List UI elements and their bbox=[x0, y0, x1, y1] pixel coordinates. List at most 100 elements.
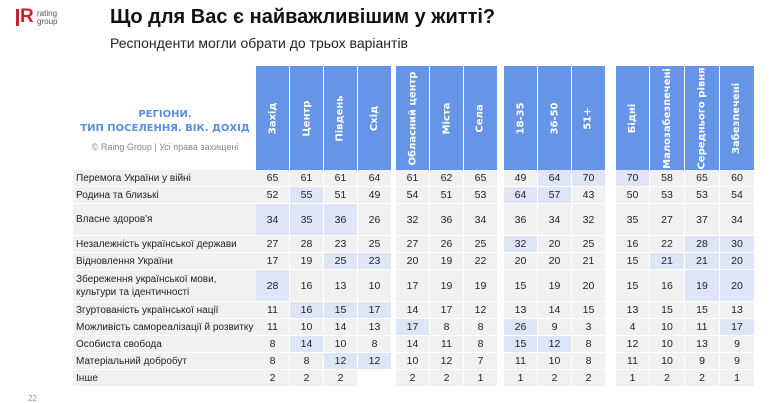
column-header-cities: Міста bbox=[430, 66, 464, 170]
column-header-east: Схід bbox=[358, 66, 392, 170]
column-header-label: Обласний центр bbox=[407, 71, 419, 165]
column-header-label: Середнього рівня bbox=[696, 66, 708, 170]
table-cell-age-36-50: 2 bbox=[538, 370, 572, 387]
column-header-center: Центр bbox=[290, 66, 324, 170]
table-cell-east: 25 bbox=[358, 236, 392, 253]
table-cell-well-off: 30 bbox=[720, 236, 755, 253]
table-cell-age-18-35: 13 bbox=[504, 302, 538, 319]
page-number: 22 bbox=[28, 394, 37, 403]
table-cell-poor: 1 bbox=[616, 370, 650, 387]
table-cell-cities: 26 bbox=[430, 236, 464, 253]
table-cell-middle-income: 13 bbox=[685, 336, 720, 353]
table-cell-well-off: 60 bbox=[720, 170, 755, 187]
table-cell-west: 8 bbox=[256, 336, 290, 353]
table-cell-east: 13 bbox=[358, 319, 392, 336]
table-cell-age-36-50: 57 bbox=[538, 187, 572, 204]
table-cell-low-income: 10 bbox=[650, 319, 685, 336]
table-cell-center: 28 bbox=[290, 236, 324, 253]
table-cell-age-18-35: 32 bbox=[504, 236, 538, 253]
table-cell-age-18-35: 15 bbox=[504, 270, 538, 302]
column-header-label: Бідні bbox=[627, 103, 638, 133]
table-cell-villages: 19 bbox=[464, 270, 498, 302]
row-label: Особиста свобода bbox=[73, 336, 256, 353]
table-cell-south: 13 bbox=[324, 270, 358, 302]
table-cell-age-18-35: 11 bbox=[504, 353, 538, 370]
table-cell-oblast-center: 17 bbox=[396, 270, 430, 302]
column-header-well-off: Забезпечені bbox=[720, 66, 755, 170]
column-header-label: Південь bbox=[335, 94, 346, 142]
copyright-note: © Raing Group | Усі права захищені bbox=[91, 142, 239, 152]
table-cell-low-income: 2 bbox=[650, 370, 685, 387]
table-cell-east: 49 bbox=[358, 187, 392, 204]
row-label: Власне здоров'я bbox=[73, 204, 256, 236]
table-cell-age-51-plus: 3 bbox=[572, 319, 606, 336]
table-cell-villages: 25 bbox=[464, 236, 498, 253]
column-header-label: Центр bbox=[301, 100, 312, 136]
row-label: Перемога України у війні bbox=[73, 170, 256, 187]
table-cell-poor: 4 bbox=[616, 319, 650, 336]
table-cell-age-51-plus: 21 bbox=[572, 253, 606, 270]
table-cell-villages: 1 bbox=[464, 370, 498, 387]
table-cell-villages: 34 bbox=[464, 204, 498, 236]
table-cell-cities: 8 bbox=[430, 319, 464, 336]
column-header-label: Забезпечені bbox=[731, 82, 743, 154]
table-cell-west: 8 bbox=[256, 353, 290, 370]
table-cell-low-income: 58 bbox=[650, 170, 685, 187]
table-cell-east: 12 bbox=[358, 353, 392, 370]
column-header-south: Південь bbox=[324, 66, 358, 170]
table-cell-poor: 13 bbox=[616, 302, 650, 319]
table-cell-age-51-plus: 2 bbox=[572, 370, 606, 387]
table-cell-low-income: 10 bbox=[650, 336, 685, 353]
table-cell-villages: 53 bbox=[464, 187, 498, 204]
table-cell-poor: 15 bbox=[616, 270, 650, 302]
row-label: Інше bbox=[73, 370, 256, 387]
table-cell-cities: 19 bbox=[430, 253, 464, 270]
table-cell-south: 25 bbox=[324, 253, 358, 270]
column-header-age-36-50: 36-50 bbox=[538, 66, 572, 170]
table-cell-age-36-50: 20 bbox=[538, 236, 572, 253]
table-cell-south: 51 bbox=[324, 187, 358, 204]
table-cell-low-income: 53 bbox=[650, 187, 685, 204]
table-cell-oblast-center: 61 bbox=[396, 170, 430, 187]
table-cell-well-off: 20 bbox=[720, 253, 755, 270]
table-cell-center: 19 bbox=[290, 253, 324, 270]
table-cell-low-income: 21 bbox=[650, 253, 685, 270]
table-cell-age-51-plus: 20 bbox=[572, 270, 606, 302]
table-cell-villages: 8 bbox=[464, 336, 498, 353]
table-cell-center: 2 bbox=[290, 370, 324, 387]
table-cell-poor: 11 bbox=[616, 353, 650, 370]
column-header-label: Схід bbox=[368, 105, 380, 131]
table-cell-age-18-35: 15 bbox=[504, 336, 538, 353]
table-cell-age-36-50: 34 bbox=[538, 204, 572, 236]
column-header-label: 51+ bbox=[582, 106, 594, 130]
column-header-west: Захід bbox=[256, 66, 290, 170]
table-cell-oblast-center: 14 bbox=[396, 336, 430, 353]
legend-line-1: РЕГІОНИ. bbox=[138, 109, 192, 120]
table-cell-age-36-50: 10 bbox=[538, 353, 572, 370]
table-cell-low-income: 16 bbox=[650, 270, 685, 302]
table-cell-middle-income: 15 bbox=[685, 302, 720, 319]
table-cell-villages: 12 bbox=[464, 302, 498, 319]
column-header-label: Захід bbox=[267, 102, 278, 134]
table-cell-south: 61 bbox=[324, 170, 358, 187]
table-cell-oblast-center: 14 bbox=[396, 302, 430, 319]
table-cell-west: 28 bbox=[256, 270, 290, 302]
table-cell-age-51-plus: 8 bbox=[572, 353, 606, 370]
table-cell-well-off: 54 bbox=[720, 187, 755, 204]
table-cell-center: 8 bbox=[290, 353, 324, 370]
table-cell-age-36-50: 19 bbox=[538, 270, 572, 302]
row-label: Відновлення України bbox=[73, 253, 256, 270]
table-cell-age-51-plus: 8 bbox=[572, 336, 606, 353]
table-cell-oblast-center: 54 bbox=[396, 187, 430, 204]
table-cell-well-off: 17 bbox=[720, 319, 755, 336]
column-header-middle-income: Середнього рівня bbox=[685, 66, 720, 170]
table-cell-middle-income: 2 bbox=[685, 370, 720, 387]
table-cell-age-36-50: 14 bbox=[538, 302, 572, 319]
table-cell-east: 8 bbox=[358, 336, 392, 353]
table-cell-cities: 36 bbox=[430, 204, 464, 236]
table-cell-well-off: 9 bbox=[720, 353, 755, 370]
table-cell-poor: 16 bbox=[616, 236, 650, 253]
table-cell-well-off: 34 bbox=[720, 204, 755, 236]
table-cell-age-18-35: 64 bbox=[504, 187, 538, 204]
table-cell-middle-income: 65 bbox=[685, 170, 720, 187]
